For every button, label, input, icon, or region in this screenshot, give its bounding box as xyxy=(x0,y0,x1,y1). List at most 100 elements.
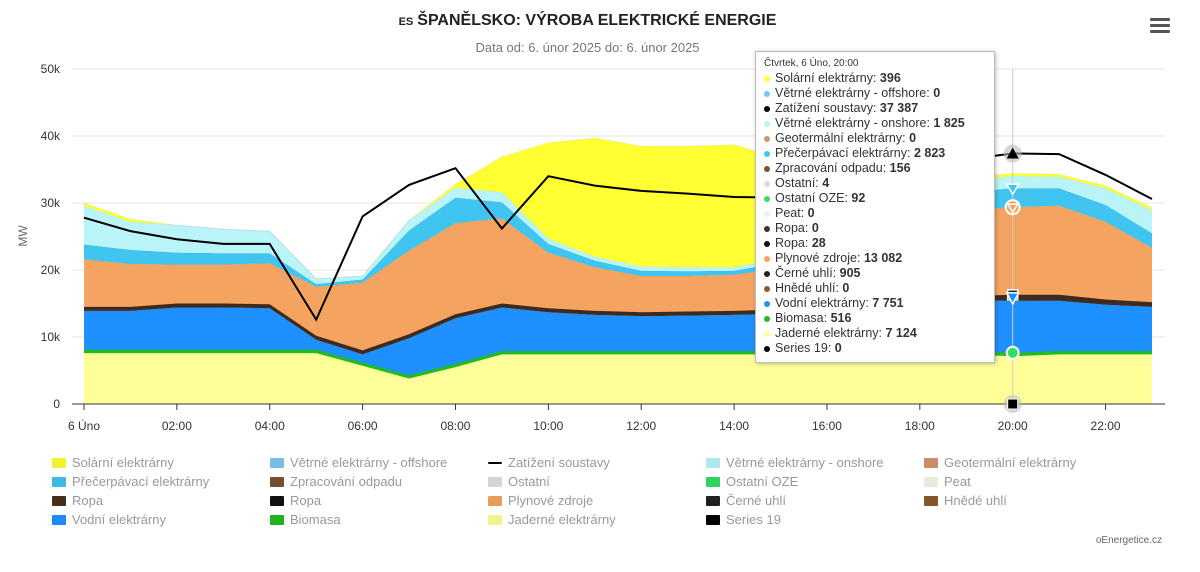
legend-symbol xyxy=(488,461,502,464)
hamburger-menu-icon[interactable] xyxy=(1150,18,1170,36)
tooltip-series-name: Zpracování odpadu xyxy=(775,161,883,175)
tooltip-dot xyxy=(764,210,770,217)
tooltip-row: Ostatní OZE: 92 xyxy=(764,191,986,206)
tooltip-series-value: 0 xyxy=(842,281,850,295)
tooltip-dot xyxy=(764,90,770,97)
legend-item[interactable]: Plynové zdroje xyxy=(488,493,593,508)
area-solar xyxy=(84,138,1152,279)
legend-item[interactable]: Hnědé uhlí xyxy=(924,493,1007,508)
legend-item[interactable]: Vodní elektrárny xyxy=(52,512,166,527)
tooltip-series-name: Větrné elektrárny - onshore xyxy=(775,116,927,130)
tooltip-series-name: Ropa xyxy=(775,221,805,235)
y-tick-label: 20k xyxy=(41,263,61,277)
legend-item[interactable]: Zatížení soustavy xyxy=(488,455,610,470)
tooltip-series-value: 396 xyxy=(879,71,901,85)
legend-item[interactable]: Ostatní xyxy=(488,474,550,489)
tooltip-separator: : xyxy=(800,206,808,220)
tooltip-series-name: Ostatní xyxy=(775,176,816,190)
tooltip-series-name: Hnědé uhlí xyxy=(775,281,836,295)
legend-label: Hnědé uhlí xyxy=(944,493,1007,508)
tooltip-dot xyxy=(764,180,770,187)
tooltip-separator: : xyxy=(827,341,835,355)
legend-item[interactable]: Biomasa xyxy=(270,512,341,527)
y-tick-label: 50k xyxy=(41,62,61,76)
chart-title-text: ŠPANĚLSKO: VÝROBA ELEKTRICKÉ ENERGIE xyxy=(417,12,777,29)
legend-item[interactable]: Solární elektrárny xyxy=(52,455,174,470)
tooltip-row: Solární elektrárny: 396 xyxy=(764,71,986,86)
legend-item[interactable]: Series 19 xyxy=(706,512,781,527)
tooltip-separator: : xyxy=(902,131,910,145)
legend-symbol xyxy=(270,457,284,468)
legend-label: Ropa xyxy=(290,493,322,508)
tooltip-series-value: 4 xyxy=(822,176,830,190)
tooltip-separator: : xyxy=(882,161,890,175)
tooltip-row: Peat: 0 xyxy=(764,206,986,221)
legend-label: Solární elektrárny xyxy=(72,455,174,470)
tooltip-series-name: Větrné elektrárny - offshore xyxy=(775,86,927,100)
tooltip-row: Černé uhlí: 905 xyxy=(764,266,986,281)
tooltip-dot xyxy=(764,105,770,112)
legend-label: Plynové zdroje xyxy=(508,493,594,508)
x-tick-label: 10:00 xyxy=(533,419,563,433)
legend-symbol xyxy=(270,495,284,506)
tooltip-separator: : xyxy=(865,296,873,310)
legend-label: Ostatní OZE xyxy=(726,474,799,489)
credit-link[interactable]: oEnergetice.cz xyxy=(1095,535,1162,546)
legend-symbol xyxy=(270,514,284,525)
x-tick-label: 02:00 xyxy=(162,419,192,433)
legend-symbol xyxy=(706,514,720,525)
legend-label: Vodní elektrárny xyxy=(72,512,166,527)
legend-item[interactable]: Jaderné elektrárny xyxy=(488,512,616,527)
legend-symbol xyxy=(706,457,720,468)
legend-item[interactable]: Ropa xyxy=(270,493,321,508)
legend-item[interactable]: Zpracování odpadu xyxy=(270,474,402,489)
tooltip-series-name: Přečerpávací elektrárny xyxy=(775,146,908,160)
tooltip-dot xyxy=(764,225,770,232)
tooltip-series-value: 0 xyxy=(807,206,815,220)
legend-item[interactable]: Peat xyxy=(924,474,971,489)
legend-item[interactable]: Přečerpávací elektrárny xyxy=(52,474,209,489)
hover-marker-load xyxy=(1006,147,1019,159)
tooltip-separator: : xyxy=(804,236,812,250)
area-coal xyxy=(84,294,1152,355)
y-tick-label: 10k xyxy=(41,330,61,344)
tooltip-separator: : xyxy=(907,146,914,160)
tooltip-series-name: Biomasa xyxy=(775,311,824,325)
tooltip-row: Přečerpávací elektrárny: 2 823 xyxy=(764,146,986,161)
tooltip-row: Ropa: 0 xyxy=(764,221,986,236)
tooltip-series-name: Peat xyxy=(775,206,801,220)
legend-item[interactable]: Geotermální elektrárny xyxy=(924,455,1076,470)
tooltip-separator: : xyxy=(926,86,934,100)
tooltip-series-name: Zatížení soustavy xyxy=(775,101,873,115)
tooltip-dot xyxy=(764,255,770,262)
hover-marker-biomass xyxy=(1005,345,1020,360)
legend-item[interactable]: Černé uhlí xyxy=(706,493,786,508)
tooltip-series-value: 0 xyxy=(811,221,819,235)
x-tick-label: 06:00 xyxy=(348,419,378,433)
tooltip-dot xyxy=(764,270,770,277)
x-tick-label: 6 Úno xyxy=(68,418,100,433)
legend-item[interactable]: Větrné elektrárny - onshore xyxy=(706,455,884,470)
hover-marker-hydro xyxy=(1005,292,1020,306)
legend-item[interactable]: Ropa xyxy=(52,493,103,508)
tooltip-row: Větrné elektrárny - offshore: 0 xyxy=(764,86,986,101)
legend-item[interactable]: Ostatní OZE xyxy=(706,474,798,489)
x-tick-label: 04:00 xyxy=(255,419,285,433)
tooltip-series-value: 28 xyxy=(811,236,826,250)
tooltip-dot xyxy=(764,300,770,307)
chart-tooltip: Čtvrtek, 6 Úno, 20:00 Solární elektrárny… xyxy=(755,51,995,363)
tooltip-series-value: 156 xyxy=(889,161,911,175)
legend-symbol xyxy=(924,457,938,468)
legend-item[interactable]: Větrné elektrárny - offshore xyxy=(270,455,447,470)
legend-label: Biomasa xyxy=(290,512,341,527)
tooltip-row: Jaderné elektrárny: 7 124 xyxy=(764,326,986,341)
tooltip-dot xyxy=(764,75,770,82)
hover-marker-pumped xyxy=(1005,183,1021,196)
tooltip-separator: : xyxy=(857,251,864,265)
tooltip-series-value: 905 xyxy=(839,266,861,280)
tooltip-row: Series 19: 0 xyxy=(764,341,986,356)
tooltip-row: Ropa: 28 xyxy=(764,236,986,251)
tooltip-dot xyxy=(764,135,770,142)
legend-label: Zpracování odpadu xyxy=(290,474,403,489)
